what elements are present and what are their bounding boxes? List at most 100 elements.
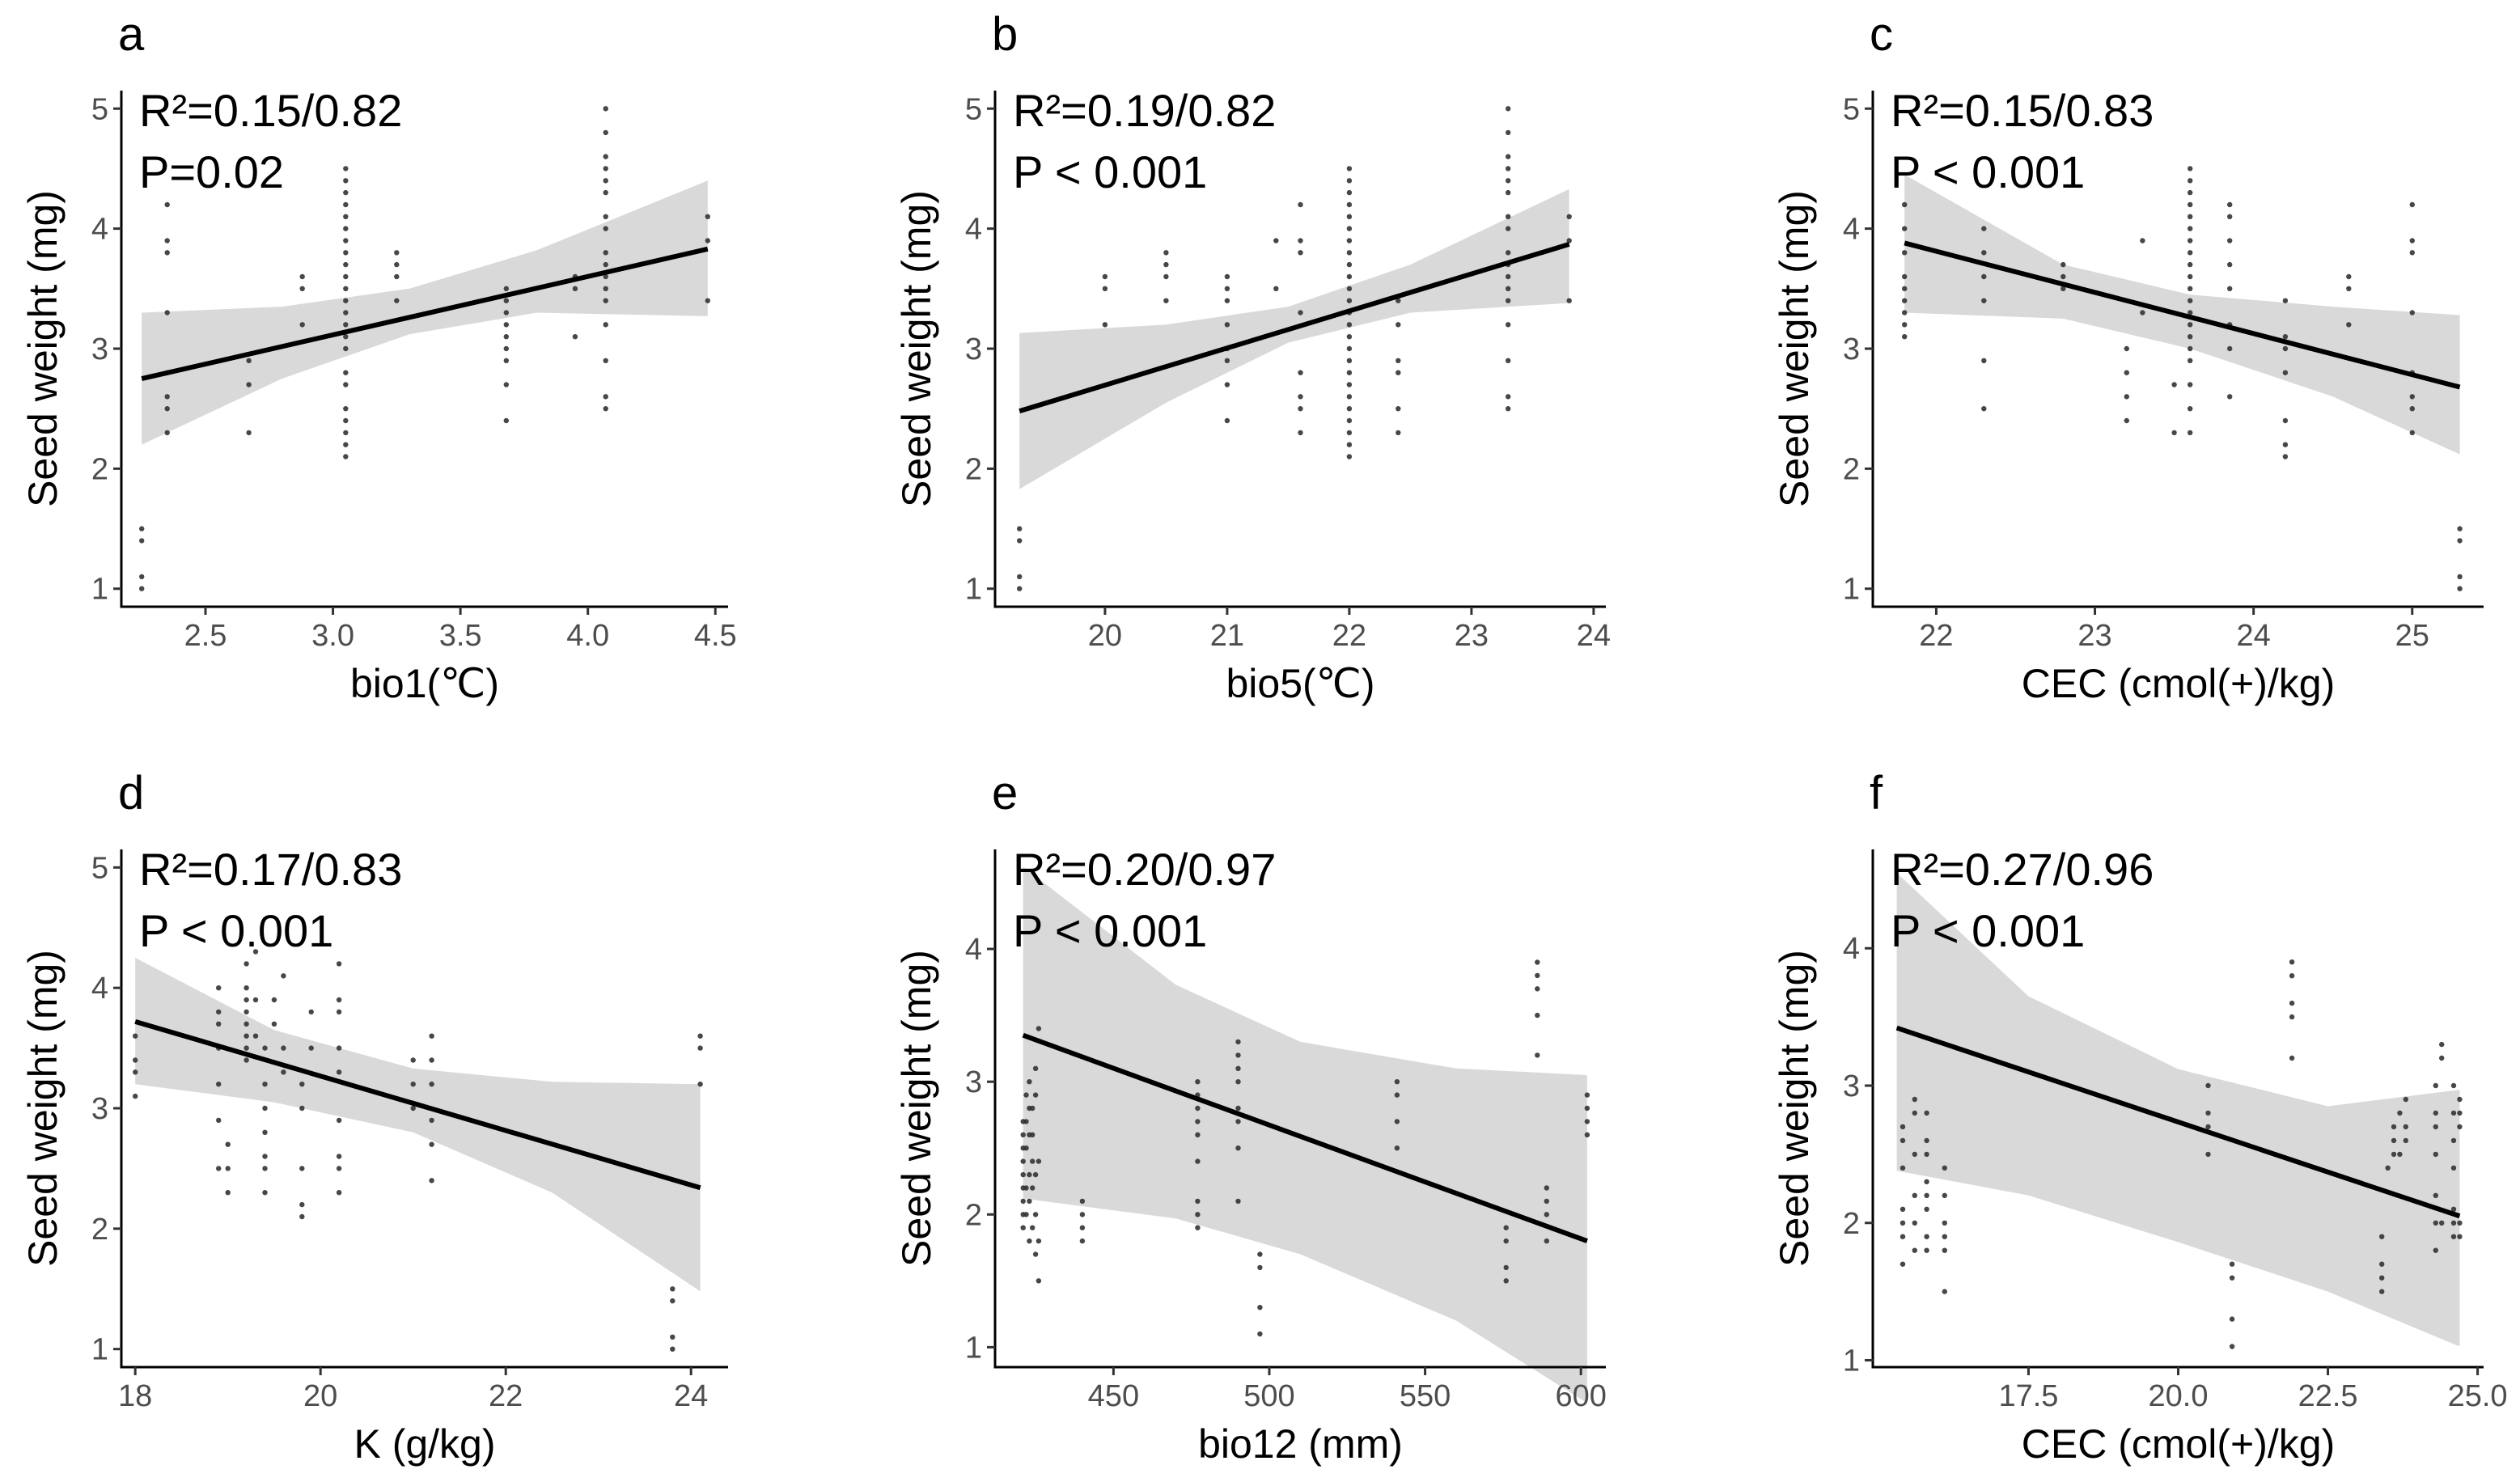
x-tick-label: 450 [1088, 1379, 1139, 1413]
data-point [603, 394, 608, 400]
data-point [2188, 406, 2193, 412]
data-point [1942, 1289, 1947, 1294]
data-point [603, 322, 608, 328]
data-point [2060, 286, 2066, 291]
data-point [2227, 214, 2233, 219]
x-tick-label: 24 [1577, 619, 1611, 653]
data-point [2282, 442, 2289, 447]
data-point [503, 345, 509, 352]
data-point [1396, 406, 1401, 412]
data-point [2282, 417, 2289, 424]
data-point [2391, 1124, 2397, 1130]
data-point [1566, 238, 1572, 243]
data-point [164, 201, 170, 208]
data-point [2282, 345, 2289, 352]
data-point [1924, 1247, 1929, 1253]
data-point [133, 1069, 138, 1075]
data-point [670, 1286, 676, 1292]
data-point [1902, 298, 1908, 303]
data-point [1346, 226, 1353, 231]
data-point [1235, 1198, 1241, 1205]
data-point [216, 1117, 222, 1124]
data-point [1298, 201, 1303, 208]
data-point [1346, 334, 1353, 340]
x-tick-label: 3.5 [439, 619, 482, 653]
data-point [1235, 1065, 1241, 1072]
data-point [2450, 1234, 2457, 1239]
data-point [2140, 310, 2145, 315]
regression-line [1019, 242, 1570, 414]
x-tick-label: 20 [303, 1379, 337, 1413]
data-point [1503, 1225, 1509, 1230]
data-point [216, 1021, 222, 1027]
data-point [1566, 298, 1572, 303]
y-tick-label: 4 [965, 213, 982, 247]
data-point [1503, 1264, 1509, 1271]
data-point [343, 226, 349, 231]
data-point [603, 273, 608, 280]
data-point [1346, 406, 1353, 412]
data-point [2433, 1110, 2438, 1116]
data-point [1346, 214, 1353, 219]
data-point [164, 394, 170, 400]
data-point [1900, 1124, 1906, 1130]
data-point [1235, 1039, 1241, 1045]
data-point [299, 1082, 305, 1087]
data-point [705, 298, 710, 303]
data-point [1924, 1206, 1929, 1213]
data-point [1298, 310, 1303, 315]
y-tick-label: 1 [965, 573, 982, 607]
data-point [1942, 1165, 1947, 1171]
x-tick-label: 23 [2077, 619, 2111, 653]
data-point [697, 1082, 703, 1087]
data-point [1535, 972, 1540, 979]
panel-f: 17.5 20.0 22.5 25.0 1 2 3 4 CEC (cmol(+)/kg) Seed… [1772, 767, 2508, 1467]
data-point [2229, 1316, 2235, 1322]
data-point [1535, 1052, 1540, 1058]
data-point [246, 358, 252, 363]
data-point [1902, 286, 1908, 291]
data-point [670, 1334, 676, 1340]
data-point [1396, 322, 1401, 328]
data-point [2439, 1055, 2445, 1061]
data-point [164, 406, 170, 412]
data-point [2188, 273, 2193, 280]
data-point [503, 382, 509, 387]
data-point [1195, 1225, 1201, 1230]
data-point [705, 214, 710, 219]
x-axis-title: bio5(℃) [1226, 661, 1375, 706]
data-point [1544, 1198, 1550, 1205]
data-point [343, 201, 349, 208]
x-tick-label: 22 [1919, 619, 1953, 653]
x-tick-label: 21 [1210, 619, 1244, 653]
data-point [343, 214, 349, 219]
data-point [2379, 1234, 2385, 1239]
y-tick-label: 3 [1843, 1069, 1860, 1103]
data-point [1900, 1220, 1906, 1226]
data-point [281, 1045, 286, 1051]
data-point [1235, 1079, 1241, 1085]
data-point [1224, 382, 1230, 387]
data-point [603, 189, 608, 196]
data-point [1017, 526, 1023, 531]
data-point [1394, 1092, 1400, 1098]
data-point [343, 250, 349, 256]
data-point [246, 382, 252, 387]
data-point [2289, 973, 2295, 979]
data-point [2450, 1137, 2457, 1144]
x-axis-title: bio12 (mm) [1198, 1421, 1403, 1467]
data-point [1079, 1198, 1086, 1205]
data-point [225, 1166, 231, 1171]
data-point [1298, 394, 1303, 400]
y-tick-label: 2 [1843, 1207, 1860, 1241]
data-point [1036, 1026, 1042, 1031]
panel-letter: a [118, 8, 145, 61]
data-point [1584, 1105, 1590, 1112]
y-tick-label: 1 [91, 1333, 108, 1367]
data-point [2171, 382, 2177, 387]
data-point [1912, 1096, 1917, 1103]
data-point [1396, 298, 1401, 303]
panel-letter: b [992, 8, 1018, 61]
data-point [299, 1105, 305, 1112]
data-point [2397, 1110, 2403, 1116]
